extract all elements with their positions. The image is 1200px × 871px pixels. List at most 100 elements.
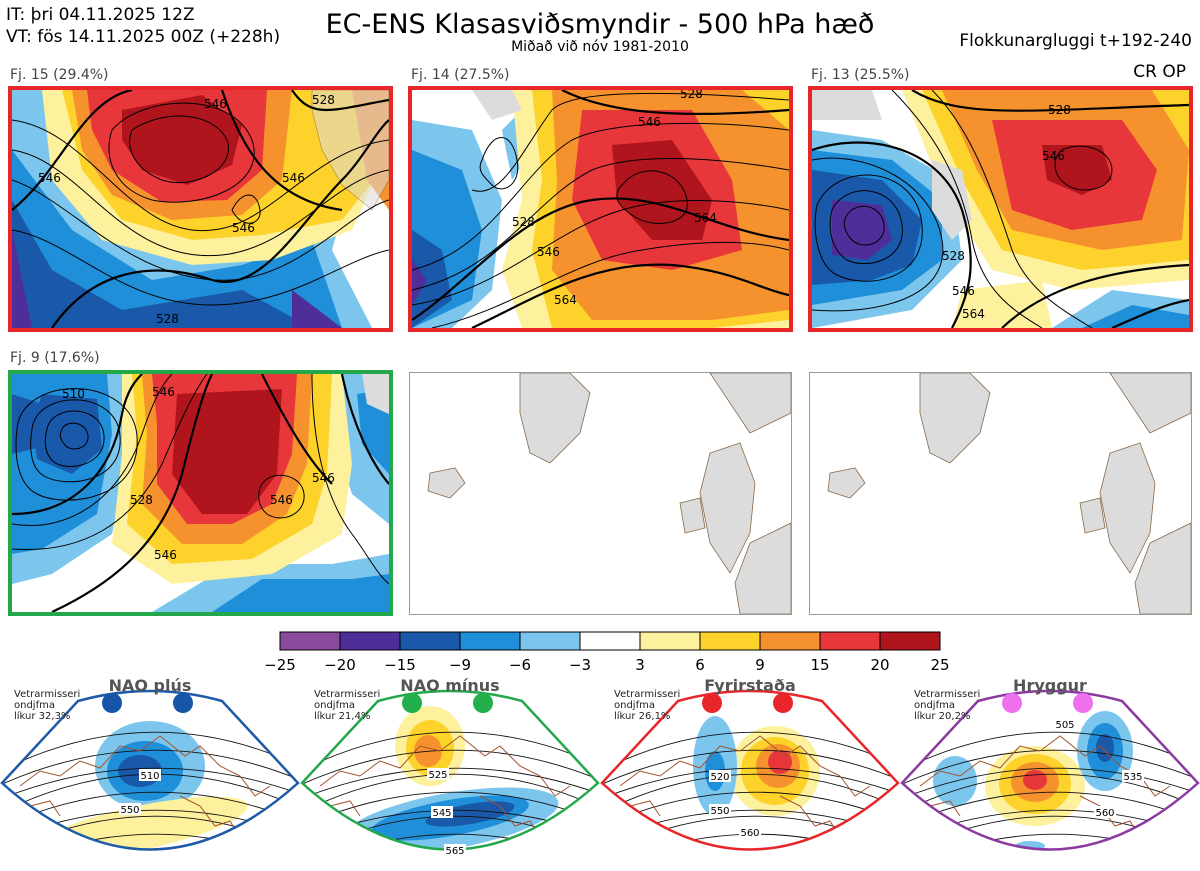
panel2-contour-label: 528: [512, 215, 535, 229]
regime-note: Vetrarmisseri ondjfma líkur 26,1%: [614, 689, 680, 722]
regime-note-line: ondjfma: [314, 700, 355, 711]
contour-label-bg: [119, 803, 141, 815]
regime-panel: 520 550 560: [600, 689, 900, 851]
contour-label-bg: [139, 769, 161, 781]
panel-label-4: Fj. 9 (17.6%): [10, 350, 100, 366]
regime-dot: [102, 693, 122, 713]
colorbar-segment: [639, 631, 701, 651]
regime-outline: [300, 689, 600, 851]
regime-note: Vetrarmisseri ondjfma líkur 20,2%: [914, 689, 980, 722]
contour-label-bg: [1094, 806, 1116, 818]
height-contour: [2, 767, 298, 800]
panel2-contour-label: 564: [694, 211, 717, 225]
panel1-contour-label: 546: [204, 97, 227, 111]
height-contour: [902, 731, 1198, 772]
regime-outline: [0, 689, 300, 851]
panel-label-1: Fj. 15 (29.4%): [10, 67, 109, 83]
regime-note-line: líkur 32,3%: [14, 711, 71, 722]
regime-contour-label: 535: [1123, 772, 1142, 783]
regime-note-line: ondjfma: [614, 700, 655, 711]
panel3-contour-label: 528: [942, 249, 965, 263]
regime-outline: [900, 689, 1200, 851]
colorbar-segment: [399, 631, 461, 651]
height-contour: [602, 749, 898, 786]
initial-time: IT: þri 04.11.2025 12Z: [6, 5, 195, 25]
crop-label: CR OP: [1133, 62, 1186, 82]
regime-title: NAO mínus: [400, 676, 500, 695]
panel4-contour-label: 546: [270, 493, 293, 507]
height-contour: [2, 731, 298, 772]
regime-outline: [600, 689, 900, 851]
regime-dot: [1002, 693, 1022, 713]
contour-label-bg: [709, 770, 731, 782]
colorbar-tick-label: −15: [384, 656, 416, 674]
panel3-contour-label: 546: [952, 284, 975, 298]
regime-panel: 525 545 565: [300, 689, 600, 857]
height-contour: [602, 767, 898, 800]
classification-window: Flokkunargluggi t+192-240: [959, 31, 1192, 51]
colorbar-segment: [459, 631, 521, 651]
panel2-contour-label: 528: [680, 90, 703, 101]
page-subtitle: Miðað við nóv 1981-2010: [511, 39, 689, 55]
colorbar-tick-label: −3: [569, 656, 591, 674]
panel4-contour-label: 546: [312, 471, 335, 485]
regime-title: Fyrirstaða: [704, 676, 796, 695]
regime-contour-label: 550: [710, 806, 729, 817]
panel-label-2: Fj. 14 (27.5%): [411, 67, 510, 83]
colorbar-segment: [879, 631, 941, 651]
regime-note-line: líkur 26,1%: [614, 711, 671, 722]
contour-label-bg: [427, 768, 449, 780]
height-contour: [902, 767, 1198, 800]
regime-note: Vetrarmisseri ondjfma líkur 32,3%: [14, 689, 80, 722]
regime-contour-label: 510: [140, 771, 159, 782]
panel3-contour-label: 528: [1048, 103, 1071, 117]
colorbar-tick-label: 9: [755, 656, 765, 674]
height-contour: [902, 833, 1198, 850]
colorbar: −25 −20 −15 −9 −6 −3 3 6 9 15 20 25: [240, 630, 980, 676]
colorbar-tick-label: 20: [870, 656, 889, 674]
colorbar-segment: [519, 631, 581, 651]
height-contour: [0, 852, 300, 871]
height-contour: [602, 731, 898, 772]
regime-dot: [173, 693, 193, 713]
colorbar-tick-label: 3: [635, 656, 645, 674]
anomaly-area: [1023, 770, 1047, 790]
regime-contour-label: 550: [120, 805, 139, 816]
panel2-contour-label: 546: [638, 115, 661, 129]
regime-note: Vetrarmisseri ondjfma líkur 21,4%: [314, 689, 380, 722]
regime-contour-label: 505: [1055, 720, 1074, 731]
empty-map-1: [409, 372, 792, 615]
regime-contour-label: 560: [740, 828, 759, 839]
panel1-contour-label: 546: [282, 171, 305, 185]
regime-panel: 505 535 560: [900, 689, 1200, 871]
height-contour: [302, 749, 598, 786]
regime-contour-label: 560: [1095, 808, 1114, 819]
height-contour: [302, 731, 598, 772]
colorbar-tick-label: 15: [810, 656, 829, 674]
contour-label-bg: [709, 804, 731, 816]
regime-dot: [702, 693, 722, 713]
regime-note-line: líkur 21,4%: [314, 711, 371, 722]
regime-dot: [473, 693, 493, 713]
panel1-contour-label: 546: [232, 221, 255, 235]
header-info: IT: þri 04.11.2025 12Z VT: fös 14.11.202…: [6, 4, 280, 48]
cluster-map-2: 528 546 564 528 546 564: [408, 86, 793, 332]
colorbar-tick-label: −6: [509, 656, 531, 674]
contour-label-bg: [1054, 718, 1076, 730]
colorbar-segment: [819, 631, 881, 651]
regime-contour-label: 525: [428, 770, 447, 781]
panel1-contour-label: 528: [156, 312, 179, 326]
cluster-map-4: 510 546 528 546 546 546: [8, 370, 393, 616]
height-contour: [900, 852, 1200, 871]
cluster-map-3: 528 546 528 546 564: [808, 86, 1193, 332]
regime-contour-label: 545: [432, 808, 451, 819]
anomaly-area: [425, 801, 515, 827]
colorbar-segment: [579, 631, 641, 651]
colorbar-segment: [699, 631, 761, 651]
regime-title: NAO plús: [108, 676, 192, 695]
regime-dot: [773, 693, 793, 713]
panel4-contour-label: 528: [130, 493, 153, 507]
height-contour: [2, 833, 298, 850]
colorbar-segment: [759, 631, 821, 651]
contour-label-bg: [1122, 770, 1144, 782]
